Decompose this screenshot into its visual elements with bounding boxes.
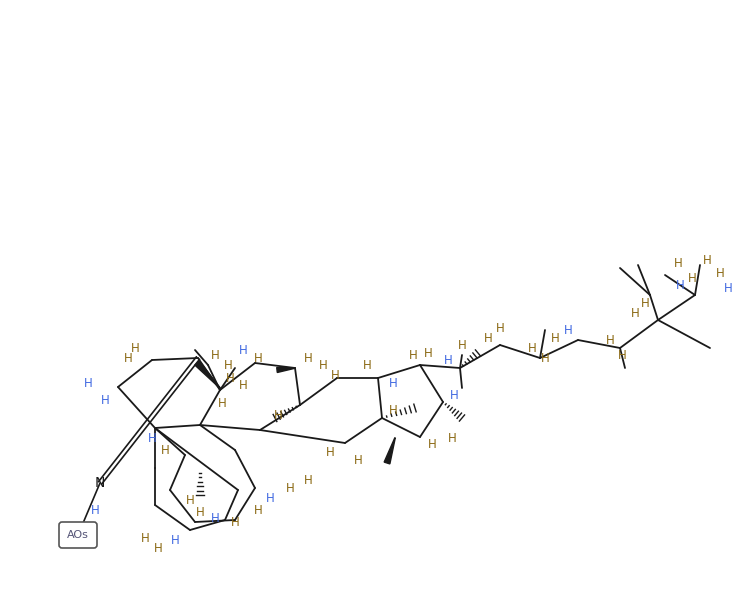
Text: H: H (217, 397, 226, 410)
Text: H: H (319, 359, 327, 371)
Text: H: H (226, 371, 235, 384)
Text: H: H (630, 306, 639, 320)
Text: H: H (90, 504, 99, 517)
Text: H: H (450, 389, 459, 402)
Text: H: H (331, 368, 339, 381)
Text: H: H (409, 349, 418, 362)
FancyBboxPatch shape (59, 522, 97, 548)
Text: N: N (95, 476, 105, 490)
Text: H: H (353, 453, 362, 467)
Text: H: H (606, 333, 614, 346)
Text: H: H (123, 352, 132, 365)
Text: H: H (641, 296, 649, 309)
Text: H: H (495, 322, 504, 335)
Text: H: H (716, 266, 725, 279)
Text: H: H (131, 341, 140, 354)
Text: H: H (541, 352, 549, 365)
Polygon shape (384, 438, 395, 464)
Text: H: H (447, 432, 456, 445)
Text: H: H (254, 504, 262, 517)
Text: H: H (303, 352, 312, 365)
Text: H: H (388, 403, 397, 416)
Text: H: H (211, 512, 220, 525)
Text: H: H (458, 338, 466, 352)
Text: H: H (185, 493, 194, 507)
Text: H: H (266, 491, 274, 504)
Text: H: H (675, 279, 684, 292)
Text: H: H (564, 323, 572, 336)
Text: H: H (154, 541, 162, 555)
Text: H: H (238, 378, 247, 392)
Text: H: H (303, 474, 312, 486)
Text: H: H (424, 346, 433, 360)
Text: H: H (254, 352, 262, 365)
Text: H: H (326, 445, 335, 459)
Text: H: H (362, 359, 371, 371)
Polygon shape (195, 361, 220, 388)
Text: H: H (527, 341, 536, 354)
Text: H: H (101, 394, 109, 407)
Text: H: H (724, 282, 732, 295)
Text: H: H (84, 376, 93, 389)
Text: H: H (285, 482, 294, 494)
Text: H: H (618, 349, 627, 362)
Text: H: H (170, 533, 179, 547)
Text: H: H (148, 432, 156, 445)
Polygon shape (276, 368, 295, 373)
Text: H: H (211, 349, 220, 362)
Text: H: H (231, 515, 239, 528)
Text: H: H (273, 408, 282, 421)
Text: H: H (674, 256, 682, 269)
Text: H: H (196, 506, 205, 518)
Text: H: H (238, 344, 247, 357)
Text: H: H (161, 443, 170, 456)
Text: H: H (703, 253, 711, 266)
Text: H: H (483, 331, 492, 344)
Text: H: H (688, 271, 696, 285)
Text: H: H (444, 354, 453, 367)
Text: H: H (140, 531, 149, 544)
Text: H: H (551, 331, 560, 344)
Text: H: H (427, 437, 436, 451)
Text: H: H (388, 376, 397, 389)
Text: AOs: AOs (67, 530, 89, 540)
Text: H: H (223, 359, 232, 371)
